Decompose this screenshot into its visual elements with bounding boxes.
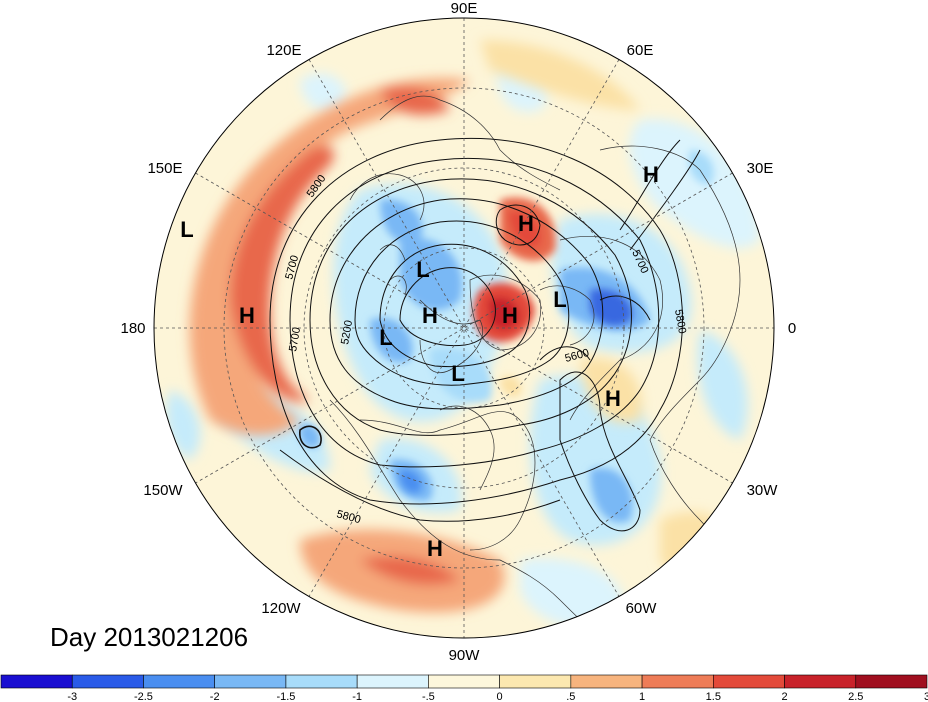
colorbar-tick-label: .5 <box>566 691 575 702</box>
longitude-labels: 90E 60E 30E 0 30W 60W 90W 120W 150W 180 … <box>120 0 796 664</box>
colorbar-swatch <box>570 674 643 689</box>
colorbar-tick-label: 3 <box>924 691 928 702</box>
colorbar-swatch <box>214 674 287 689</box>
colorbar-swatch <box>71 674 144 689</box>
colorbar-tick-label: -1 <box>352 691 362 702</box>
colorbar-swatch <box>285 674 358 689</box>
low-marker: L <box>180 217 193 242</box>
contour-label: 5800 <box>672 308 688 334</box>
lon-label-30w: 30W <box>747 482 779 499</box>
low-marker: L <box>379 325 392 350</box>
lon-label-90e: 90E <box>451 0 478 17</box>
colorbar-tick-label: 1 <box>639 691 645 702</box>
high-marker: H <box>422 303 438 328</box>
low-marker: L <box>416 257 429 282</box>
contour-label: 5200 <box>339 319 355 345</box>
colorbar-swatch <box>784 674 857 689</box>
contour-label: 5700 <box>287 326 303 352</box>
temperature-anomaly-field <box>154 18 774 638</box>
colorbar-tick-label: 0 <box>497 691 503 702</box>
high-marker: H <box>518 211 534 236</box>
colorbar-swatch <box>0 674 73 689</box>
colorbar: -3 -2.5 -2 -1.5 -1 -.5 0 .5 1 1.5 2 2.5 3 <box>0 674 928 702</box>
colorbar-tick-label: -.5 <box>422 691 435 702</box>
lon-label-60w: 60W <box>626 600 658 617</box>
low-marker: L <box>451 361 464 386</box>
height-contours <box>269 137 701 532</box>
colorbar-tick-label: 1.5 <box>706 691 721 702</box>
colorbar-tick-label: -3 <box>67 691 77 702</box>
colorbar-tick-label: -1.5 <box>276 691 295 702</box>
lon-label-30e: 30E <box>747 160 774 177</box>
colorbar-swatch <box>641 674 714 689</box>
colorbar-swatch <box>428 674 500 689</box>
lon-label-120w: 120W <box>261 600 301 617</box>
high-marker: H <box>239 303 255 328</box>
colorbar-tick-label: -2.5 <box>134 691 153 702</box>
high-marker: H <box>427 536 443 561</box>
lon-label-60e: 60E <box>627 42 654 59</box>
map-boundary <box>153 17 775 639</box>
colorbar-swatch <box>855 674 928 689</box>
low-marker: L <box>553 287 566 312</box>
lon-label-0: 0 <box>788 320 796 337</box>
lon-label-90w: 90W <box>449 647 481 664</box>
lon-label-150e: 150E <box>147 160 182 177</box>
date-label: Day 2013021206 <box>50 622 248 652</box>
lon-label-120e: 120E <box>266 42 301 59</box>
colorbar-swatch <box>356 674 429 689</box>
high-marker: H <box>605 386 621 411</box>
pressure-system-markers: H H L L H H L H L L H H <box>180 162 659 561</box>
colorbar-swatch <box>143 674 215 689</box>
colorbar-tick-label: -2 <box>210 691 220 702</box>
colorbar-tick-label: 2.5 <box>848 691 863 702</box>
high-marker: H <box>502 303 518 328</box>
lon-label-180: 180 <box>120 320 145 337</box>
graticule <box>154 18 774 638</box>
colorbar-swatch <box>499 674 572 689</box>
colorbar-swatch <box>713 674 785 689</box>
colorbar-tick-label: 2 <box>781 691 787 702</box>
high-marker: H <box>643 162 659 187</box>
lon-label-150w: 150W <box>143 482 183 499</box>
